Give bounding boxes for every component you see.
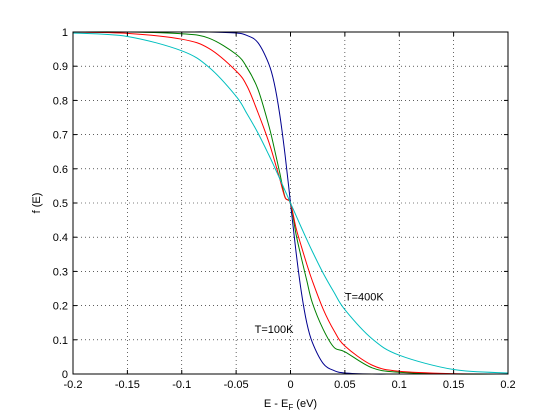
x-tick-labels: -0.2 -0.15 -0.1 -0.05 0 0.05 0.1 0.15 0.2 (64, 379, 516, 391)
y-tick-label: 0.3 (53, 266, 68, 278)
y-tick-label: 0 (62, 369, 68, 381)
x-tick-label: 0.1 (392, 379, 407, 391)
tick-marks (72, 31, 509, 375)
x-tick-label: 0 (287, 379, 293, 391)
annotation-2: T=100K (255, 324, 294, 336)
y-axis-label: f (E) (31, 193, 43, 214)
y-tick-label: 0.5 (53, 198, 68, 210)
x-tick-label: -0.05 (224, 379, 249, 391)
grid-lines (73, 32, 508, 374)
x-axis-label-suffix: (eV) (293, 398, 317, 410)
y-tick-label: 0.1 (53, 335, 68, 347)
x-axis-label-main: E - E (264, 398, 288, 410)
y-tick-label: 0.9 (53, 61, 68, 73)
x-tick-label: -0.15 (115, 379, 140, 391)
y-tick-labels: 0 0.1 0.2 0.3 0.4 0.5 0.6 0.7 0.8 0.9 1 (53, 27, 68, 381)
x-tick-label: 0.05 (334, 379, 355, 391)
x-tick-label: -0.1 (172, 379, 191, 391)
y-tick-label: 0.8 (53, 95, 68, 107)
x-tick-label: -0.2 (64, 379, 83, 391)
x-tick-label: 0.2 (500, 379, 515, 391)
y-tick-label: 0.2 (53, 301, 68, 313)
x-axis-label-subscript: F (288, 403, 293, 412)
series-layer (72, 31, 509, 375)
annotations: T=400K T=100K (255, 291, 385, 335)
series-line-4 (72, 32, 509, 374)
annotation-1: T=400K (345, 291, 384, 303)
x-axis-label: E - EF (eV) (264, 398, 317, 412)
y-tick-label: 0.7 (53, 130, 68, 142)
y-tick-label: 0.4 (53, 232, 68, 244)
y-tick-label: 1 (62, 27, 68, 39)
x-tick-label: 0.15 (443, 379, 464, 391)
y-tick-label: 0.6 (53, 164, 68, 176)
